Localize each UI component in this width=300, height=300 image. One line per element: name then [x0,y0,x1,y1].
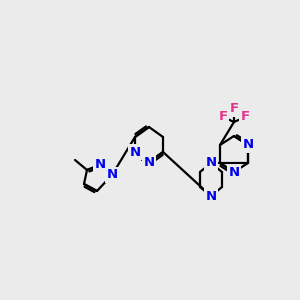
Text: N: N [94,158,106,172]
Text: N: N [206,190,217,202]
Text: F: F [230,103,238,116]
Text: N: N [242,139,253,152]
Text: N: N [106,169,118,182]
Text: N: N [228,166,240,178]
Text: F: F [240,110,250,124]
Text: N: N [129,146,141,158]
Text: N: N [143,155,155,169]
Text: N: N [206,157,217,169]
Text: F: F [218,110,228,124]
